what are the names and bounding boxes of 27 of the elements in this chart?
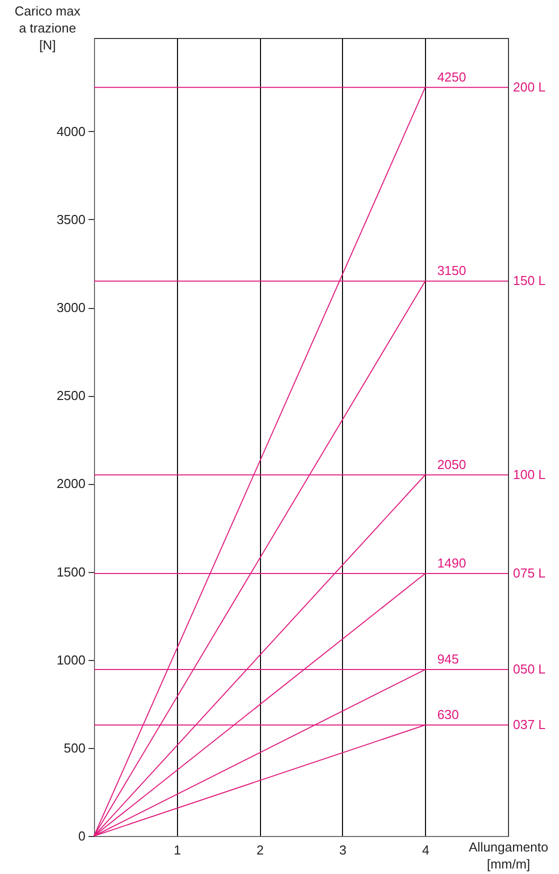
x-tick-label: 3 (339, 842, 347, 858)
x-axis-title: Allungamento [mm/m] (468, 840, 548, 872)
y-axis-title: Carico max a trazione [N] (14, 4, 81, 52)
y-tick-label: 2000 (56, 476, 86, 492)
y-tick-label: 4000 (56, 124, 86, 139)
x-tick-label: 2 (256, 842, 264, 858)
data-label: 2050 (437, 456, 466, 472)
data-label: 945 (437, 652, 459, 667)
data-label: 1490 (437, 556, 466, 571)
ref-line-label: 100 L (513, 466, 546, 482)
y-tick-label: 0 (78, 828, 86, 844)
y-tick-label: 3500 (56, 212, 86, 227)
y-tick-label: 1000 (56, 652, 86, 668)
y-tick-label: 500 (64, 740, 86, 756)
data-label: 3150 (437, 263, 466, 278)
ref-line-label: 037 L (513, 717, 546, 732)
y-tick-label: 2500 (56, 388, 86, 404)
ref-line-label: 200 L (513, 79, 546, 94)
data-label: 4250 (437, 69, 466, 84)
ref-line-label: 075 L (513, 566, 546, 581)
data-label: 630 (437, 707, 459, 722)
ref-line-label: 050 L (513, 662, 546, 677)
x-tick-label: 4 (422, 842, 430, 858)
y-tick-label: 1500 (56, 564, 86, 580)
y-tick-label: 3000 (56, 300, 86, 316)
x-tick-label: 1 (174, 842, 181, 858)
ref-line-label: 150 L (513, 273, 546, 288)
